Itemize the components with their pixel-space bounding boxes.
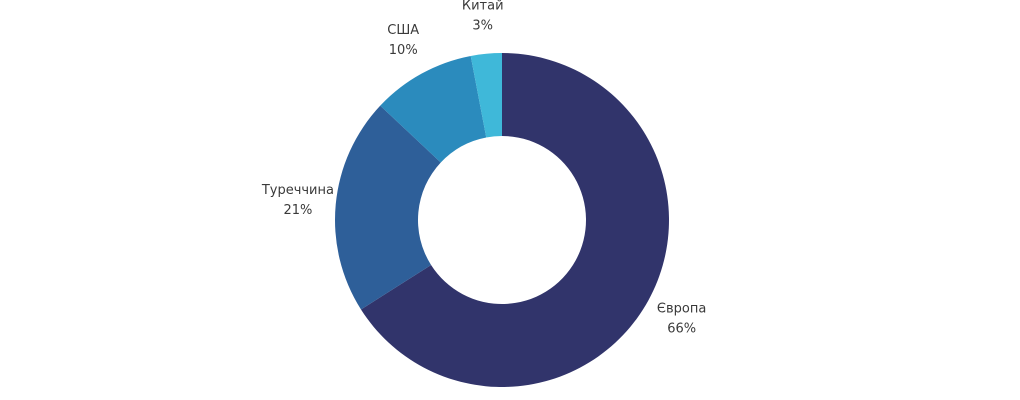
donut-slice bbox=[360, 53, 669, 387]
slice-label: Китай bbox=[462, 0, 504, 13]
slice-label: США bbox=[387, 23, 419, 38]
slice-value-label: 66% bbox=[667, 321, 696, 336]
donut-slice bbox=[380, 55, 487, 163]
slice-label: Туреччина bbox=[261, 183, 334, 198]
slice-value-label: 3% bbox=[472, 18, 493, 33]
donut-slice bbox=[335, 105, 441, 310]
slice-value-label: 10% bbox=[389, 43, 418, 58]
donut-slice bbox=[470, 53, 502, 138]
slice-value-label: 21% bbox=[283, 203, 312, 218]
slice-label: Європа bbox=[657, 301, 706, 316]
